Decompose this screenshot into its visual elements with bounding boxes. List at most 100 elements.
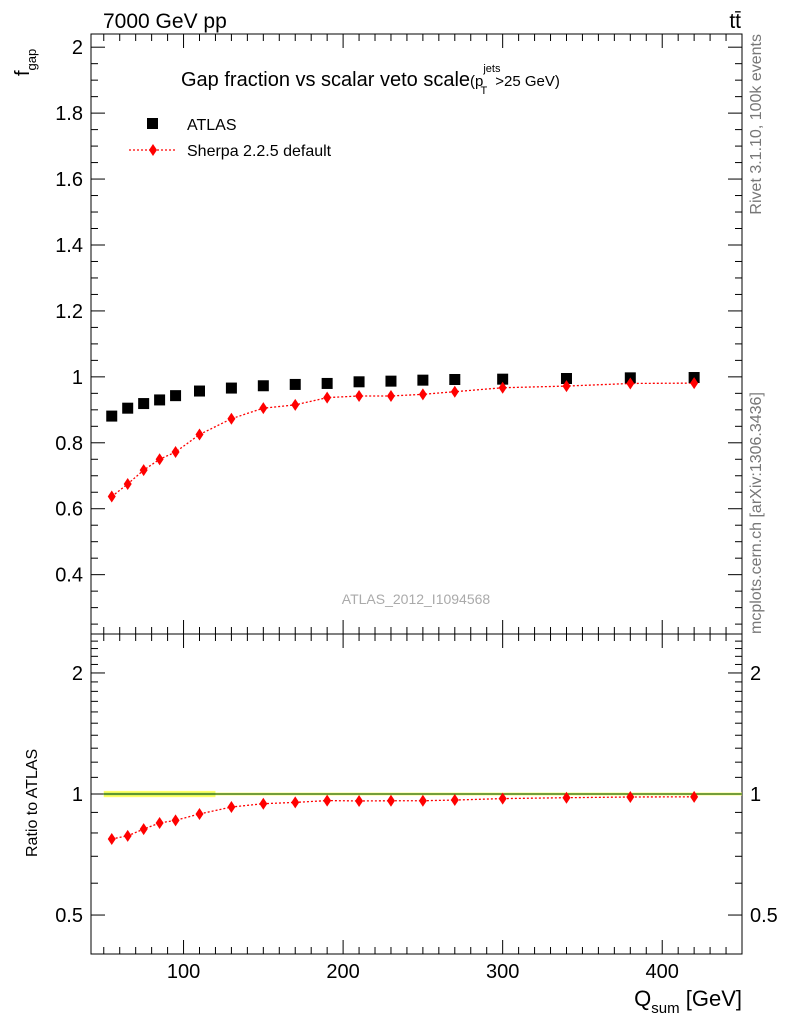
legend: ATLAS Sherpa 2.2.5 default: [129, 117, 332, 160]
y-tick-label: 0.6: [55, 499, 83, 521]
atlas-point: [321, 377, 333, 389]
ratio-y-tick-label-right: 0.5: [750, 905, 778, 927]
sherpa-ratio-point: [323, 794, 332, 807]
sherpa-ratio-point: [291, 796, 300, 809]
y-tick-label: 2: [72, 37, 83, 59]
x-axis-title-sub: sum: [651, 1000, 679, 1017]
energy-label: 7000 GeV pp: [103, 10, 227, 33]
series-layer: [106, 372, 700, 845]
y-axis-title-sub: gap: [24, 49, 39, 71]
sherpa-ratio-point: [562, 791, 571, 804]
atlas-point: [385, 375, 397, 387]
atlas-point: [138, 398, 150, 410]
y-tick-label: 0.8: [55, 433, 83, 455]
x-tick-label: 400: [646, 961, 679, 983]
sherpa-point: [690, 377, 699, 390]
sherpa-ratio-point: [355, 794, 364, 807]
sherpa-ratio-point: [498, 792, 507, 805]
x-tick-label: 300: [486, 961, 519, 983]
y-axis-title-main: f: [12, 70, 34, 76]
atlas-point: [497, 373, 509, 385]
sherpa-ratio-point: [171, 814, 180, 827]
atlas-point: [449, 373, 461, 385]
sherpa-ratio-point: [195, 807, 204, 820]
atlas-point: [225, 382, 237, 394]
sherpa-point: [107, 490, 116, 503]
ratio-y-tick-label: 2: [72, 663, 83, 685]
x-axis-title: Qsum [GeV]: [634, 986, 742, 1017]
x-axis-title-main: Q: [634, 986, 651, 1011]
sherpa-ratio-point: [107, 832, 116, 845]
y-tick-label: 0.4: [55, 565, 83, 587]
sherpa-point: [498, 381, 507, 394]
sherpa-point: [259, 402, 268, 415]
sherpa-point: [195, 428, 204, 441]
sherpa-ratio-point: [690, 790, 699, 803]
ratio-y-tick-label: 0.5: [55, 905, 83, 927]
ratio-y-tick-label-right: 2: [750, 663, 761, 685]
sherpa-point: [171, 446, 180, 459]
sherpa-point: [123, 478, 132, 490]
sherpa-point: [418, 388, 427, 401]
x-axis-title-unit: [GeV]: [680, 986, 742, 1011]
atlas-point: [353, 376, 365, 388]
sherpa-ratio-point: [386, 794, 395, 807]
x-tick-label: 100: [167, 961, 200, 983]
ratio-y-tick-label: 1: [72, 784, 83, 806]
title-sub: T: [480, 85, 487, 97]
sherpa-point: [355, 389, 364, 402]
atlas-point: [170, 390, 182, 402]
sherpa-point: [227, 412, 236, 425]
ratio-band: [103, 790, 743, 798]
legend-atlas-label: ATLAS: [187, 117, 237, 134]
mcplots-label: mcplots.cern.ch [arXiv:1306.3436]: [748, 392, 765, 634]
title-main: Gap fraction vs scalar veto scale: [181, 69, 470, 91]
sherpa-point: [139, 464, 148, 477]
analysis-id: ATLAS_2012_I1094568: [342, 591, 491, 607]
sherpa-ratio-point: [418, 794, 427, 807]
sherpa-ratio-point: [626, 790, 635, 803]
rivet-label: Rivet 3.1.10, 100k events: [748, 34, 765, 215]
y-tick-label: 1: [72, 367, 83, 389]
sherpa-ratio-point: [450, 794, 459, 807]
atlas-point: [417, 374, 429, 386]
sherpa-ratio-point: [259, 797, 268, 810]
title-sup: jets: [482, 63, 501, 75]
sherpa-ratio-point: [139, 823, 148, 836]
atlas-point: [154, 394, 166, 406]
x-tick-label: 200: [326, 961, 359, 983]
sherpa-ratio-point: [227, 801, 236, 814]
legend-atlas-marker: [147, 118, 158, 129]
sherpa-point: [450, 385, 459, 398]
sherpa-point: [291, 398, 300, 411]
sherpa-point: [323, 391, 332, 404]
legend-sherpa-label: Sherpa 2.2.5 default: [187, 143, 332, 160]
atlas-point: [106, 410, 118, 422]
sherpa-point: [626, 377, 635, 390]
legend-sherpa-marker: [149, 144, 157, 156]
axis-ticks: [91, 34, 742, 955]
atlas-point: [257, 380, 269, 392]
title-open: (p: [470, 73, 483, 90]
atlas-point: [289, 378, 301, 390]
sherpa-point: [155, 453, 164, 466]
plot-title: Gap fraction vs scalar veto scale(pjets T…: [181, 63, 560, 97]
y-axis-title: fgap: [12, 49, 39, 76]
atlas-point: [560, 373, 572, 385]
sherpa-point: [562, 380, 571, 393]
tick-labels: 100 200 300 400 0.4 0.6 0.8 1 1.2 1.4 1.6 1.8 2 0.5 0.…: [55, 37, 778, 983]
y-tick-label: 1.8: [55, 103, 83, 125]
sherpa-ratio-point: [123, 829, 132, 842]
sherpa-ratio-point: [155, 816, 164, 829]
ratio-y-axis-title: Ratio to ATLAS: [24, 749, 41, 857]
atlas-point: [194, 385, 205, 397]
y-tick-label: 1.6: [55, 169, 83, 191]
sherpa-ratio-line: [111, 796, 695, 840]
sherpa-point: [386, 389, 395, 402]
process-label: tt̄: [729, 10, 741, 33]
y-tick-label: 1.2: [55, 301, 83, 323]
y-tick-label: 1.4: [55, 235, 83, 257]
ratio-y-tick-label-right: 1: [750, 784, 761, 806]
title-close: >25 GeV): [495, 73, 560, 90]
